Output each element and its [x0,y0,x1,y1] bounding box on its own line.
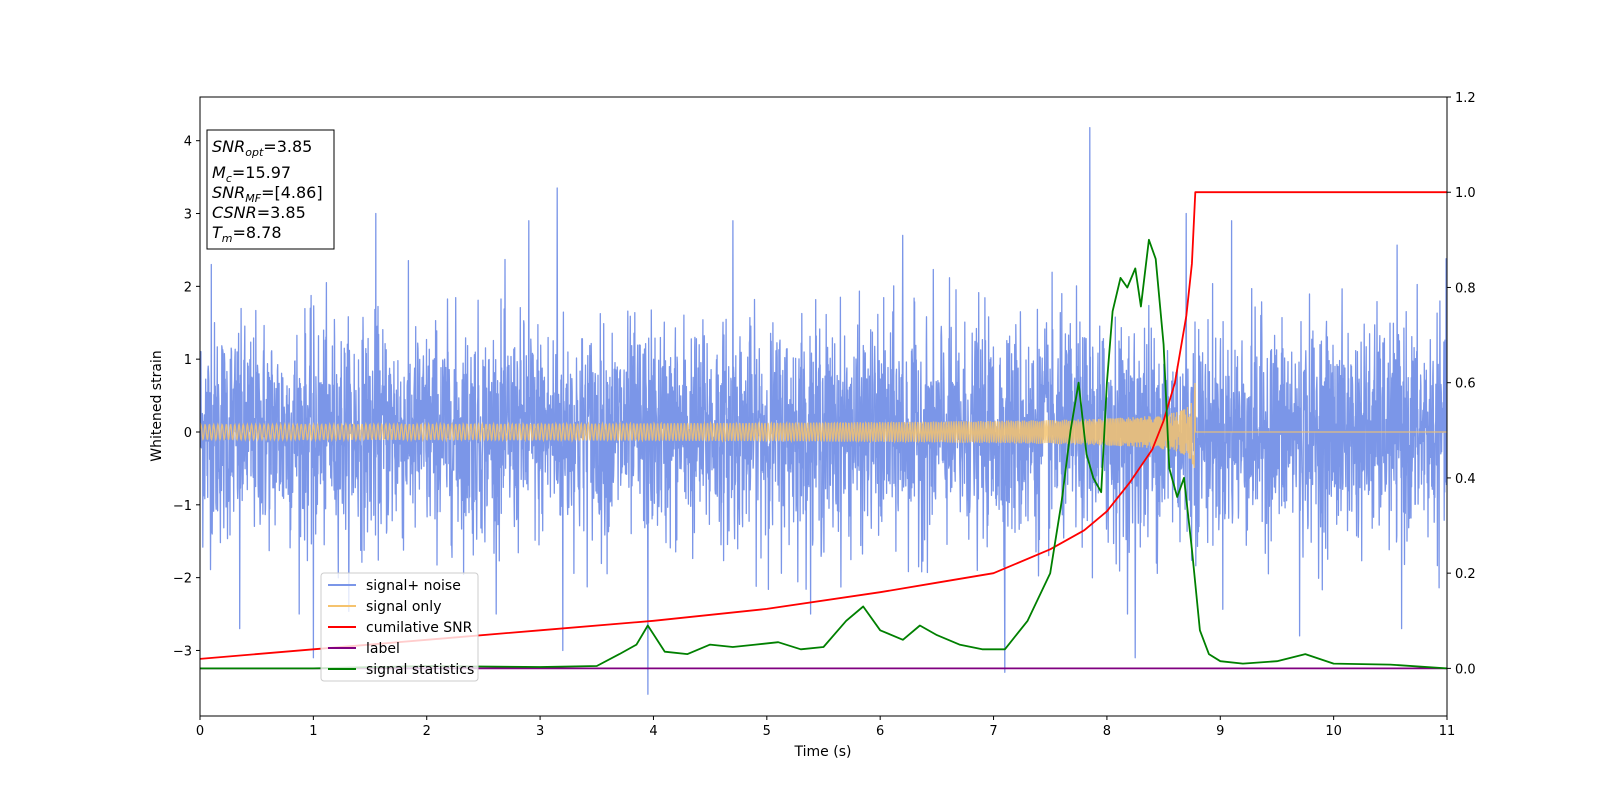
x-tick-label: 10 [1325,724,1342,739]
line-signal-statistics [200,238,1447,670]
x-tick-label: 6 [876,724,884,739]
y2-tick-label: 0.6 [1455,377,1476,392]
x-tick-label: 7 [989,724,997,739]
plot-frame [199,96,1448,717]
legend-label-label: label [366,641,400,657]
y-axis-right: 0.0 0.2 0.4 0.6 0.8 1.0 1.2 [1447,91,1476,677]
x-axis: 0 1 2 3 4 5 6 7 8 9 10 11 [196,716,1455,739]
y-tick-label: 3 [184,208,192,223]
y-tick-label: −2 [173,572,192,587]
legend-label-signal-noise: signal+ noise [366,578,461,594]
info-csnr: CSNR=3.85 [212,203,306,222]
y-tick-label: 4 [184,135,192,150]
y-tick-label: −3 [173,644,192,659]
x-tick-label: 4 [649,724,657,739]
line-cumulative-snr [200,191,1447,660]
info-snr-opt: SNRopt=3.85 [212,137,312,159]
legend-frame [320,572,479,682]
x-tick-label: 9 [1216,724,1224,739]
y-tick-label: 2 [184,280,192,295]
series-cumulative-snr [200,191,1447,660]
y2-tick-label: 0.0 [1455,662,1476,677]
x-axis-label: Time (s) [794,744,852,760]
x-tick-label: 8 [1103,724,1111,739]
y2-tick-label: 0.2 [1455,567,1476,582]
series-signal-only [200,382,1447,469]
x-tick-label: 11 [1439,724,1456,739]
y2-tick-label: 0.4 [1455,472,1476,487]
x-tick-label: 5 [763,724,771,739]
y-tick-label: −1 [173,499,192,514]
legend-label-signal-statistics: signal statistics [366,662,474,678]
x-tick-label: 3 [536,724,544,739]
x-tick-label: 2 [423,724,431,739]
y-tick-label: 1 [184,353,192,368]
x-tick-label: 1 [309,724,317,739]
y-axis-label: Whitened strain [149,350,165,461]
info-mc: Mc=15.97 [212,163,291,185]
info-box: SNRopt=3.85 Mc=15.97 SNRMF=[4.86] CSNR=3… [206,129,335,250]
legend-label-cumulative-snr: cumilative SNR [366,620,473,636]
legend-label-signal-only: signal only [366,599,441,615]
y2-tick-label: 1.0 [1455,186,1476,201]
y-axis-left: −3 −2 −1 0 1 2 3 4 [173,135,200,659]
info-snr-mf: SNRMF=[4.86] [212,183,323,205]
info-tm: Tm=8.78 [212,223,282,245]
y2-tick-label: 0.8 [1455,281,1476,296]
y-tick-label: 0 [184,426,192,441]
series-signal-statistics [200,238,1447,670]
info-box-frame [206,129,335,250]
line-signal-only [200,382,1447,469]
legend: signal+ noise signal only cumilative SNR… [320,572,479,682]
y2-tick-label: 1.2 [1455,91,1476,106]
x-tick-label: 0 [196,724,204,739]
